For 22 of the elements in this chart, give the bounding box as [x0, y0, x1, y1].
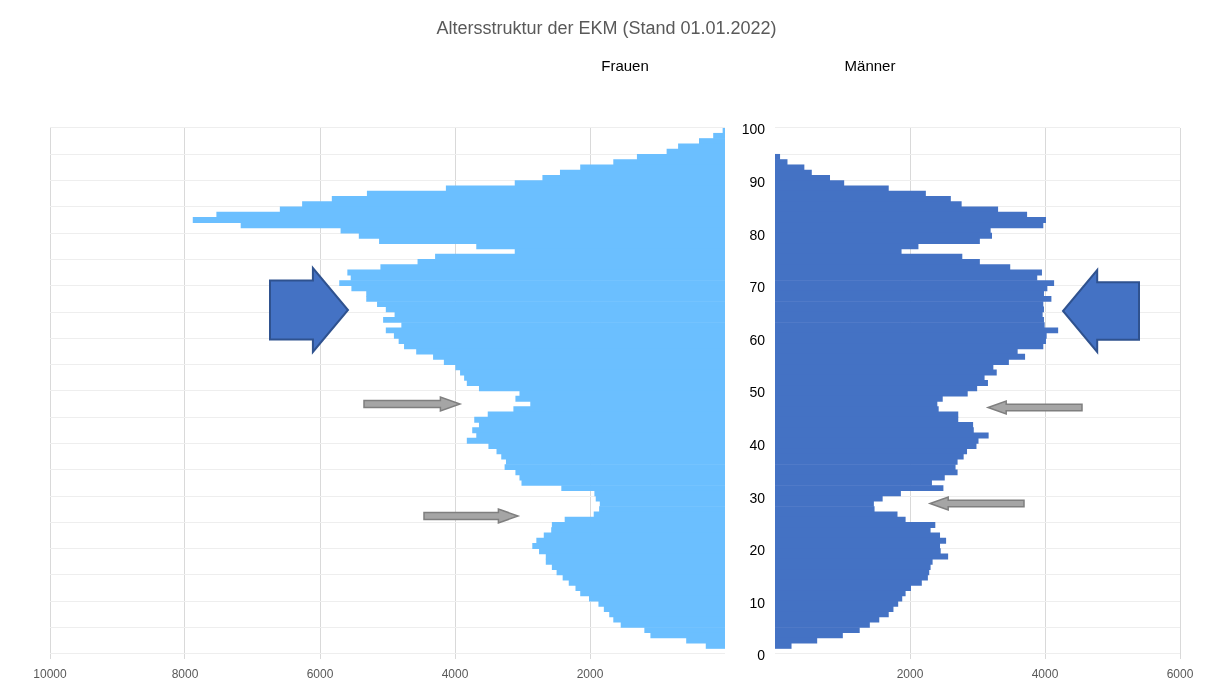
x-tick-label: 4000: [1031, 666, 1059, 681]
x-tick-label: 2000: [576, 666, 604, 681]
x-tick-label: 10000: [33, 666, 68, 681]
y-tick-label: 10: [749, 594, 766, 611]
chart-title: Altersstruktur der EKM (Stand 01.01.2022): [435, 18, 778, 39]
y-tick-label: 80: [749, 226, 766, 243]
y-tick-label: 100: [741, 121, 766, 138]
y-tick-label: 90: [749, 174, 766, 191]
y-tick-label: 30: [749, 489, 766, 506]
text: Frauen: [601, 57, 649, 75]
x-tick-label: 6000: [1166, 666, 1194, 681]
y-tick-label: 0: [757, 647, 766, 664]
x-tick-label: 6000: [306, 666, 334, 681]
y-tick-label: 70: [749, 279, 766, 296]
x-tick-label: 4000: [441, 666, 469, 681]
x-tick-label: 2000: [896, 666, 924, 681]
x-tick-label: 8000: [171, 666, 199, 681]
y-tick-label: 40: [749, 436, 766, 453]
y-tick-label: 20: [749, 542, 766, 559]
y-tick-label: 50: [749, 384, 766, 401]
text: Männer: [844, 57, 896, 75]
y-tick-label: 60: [749, 331, 766, 348]
